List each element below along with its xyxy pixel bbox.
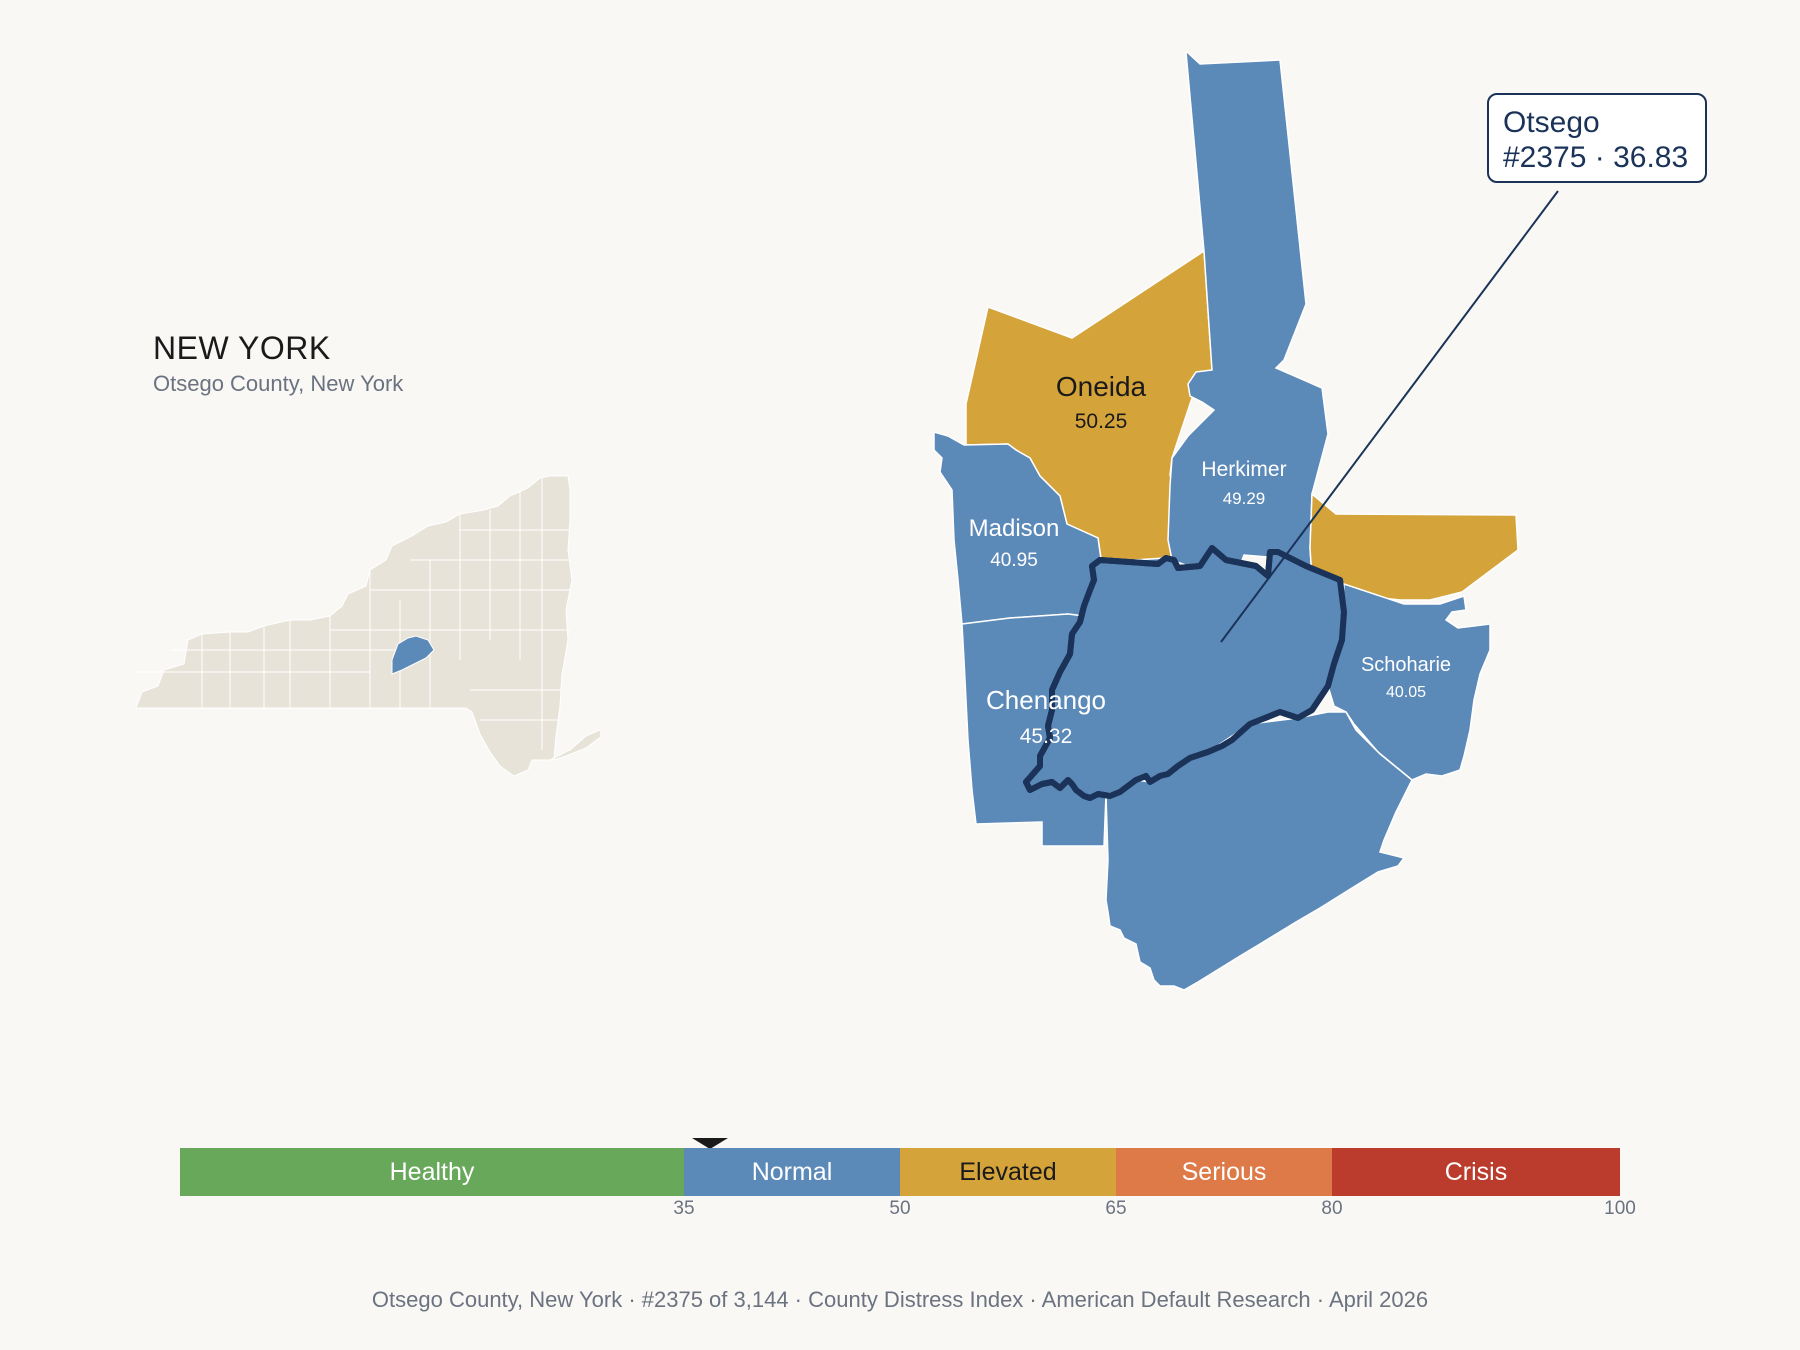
label-madison: Madison <box>969 515 1060 542</box>
value-chenango: 45.32 <box>1020 725 1073 748</box>
label-schoharie: Schoharie <box>1361 654 1451 676</box>
scale-label-crisis: Crisis <box>1444 1157 1508 1186</box>
distress-scale-bar: Healthy Normal Elevated Serious Crisis <box>180 1148 1620 1196</box>
label-herkimer: Herkimer <box>1201 458 1286 481</box>
callout-leader-line <box>1220 190 1559 643</box>
scale-tick: 35 <box>673 1198 695 1219</box>
state-title: NEW YORK <box>153 330 331 366</box>
value-oneida: 50.25 <box>1075 410 1128 433</box>
value-madison: 40.95 <box>990 550 1038 571</box>
county-delaware[interactable] <box>1105 711 1413 991</box>
scale-label-serious: Serious <box>1181 1157 1267 1186</box>
scale-segment-normal: Normal <box>684 1148 900 1196</box>
scale-marker-icon <box>692 1138 729 1149</box>
new-york-state-shape <box>135 475 600 777</box>
state-subtitle: Otsego County, New York <box>153 371 404 396</box>
value-herkimer: 49.29 <box>1223 489 1266 508</box>
scale-segment-serious: Serious <box>1116 1148 1332 1196</box>
scale-segment-crisis: Crisis <box>1332 1148 1620 1196</box>
state-locator-map <box>135 475 600 777</box>
callout-detail: #2375 · 36.83 <box>1503 141 1689 174</box>
value-schoharie: 40.05 <box>1386 684 1426 701</box>
label-chenango: Chenango <box>986 685 1106 715</box>
otsego-outline <box>1023 545 1347 801</box>
scale-label-elevated: Elevated <box>959 1157 1057 1186</box>
scale-tick: 80 <box>1321 1198 1343 1219</box>
scale-tick: 50 <box>889 1198 911 1219</box>
scale-label-normal: Normal <box>751 1157 833 1186</box>
callout-name: Otsego <box>1503 106 1600 139</box>
label-oneida: Oneida <box>1056 371 1147 402</box>
footer-credit: Otsego County, New York · #2375 of 3,144… <box>371 1287 1429 1312</box>
scale-segment-elevated: Elevated <box>900 1148 1116 1196</box>
scale-tick: 65 <box>1105 1198 1127 1219</box>
county-callout: Otsego #2375 · 36.83 <box>1487 93 1707 183</box>
scale-tick: 100 <box>1604 1198 1636 1219</box>
scale-segment-healthy: Healthy <box>180 1148 684 1196</box>
otsego-locator-highlight <box>391 635 435 675</box>
scale-label-healthy: Healthy <box>389 1157 475 1186</box>
